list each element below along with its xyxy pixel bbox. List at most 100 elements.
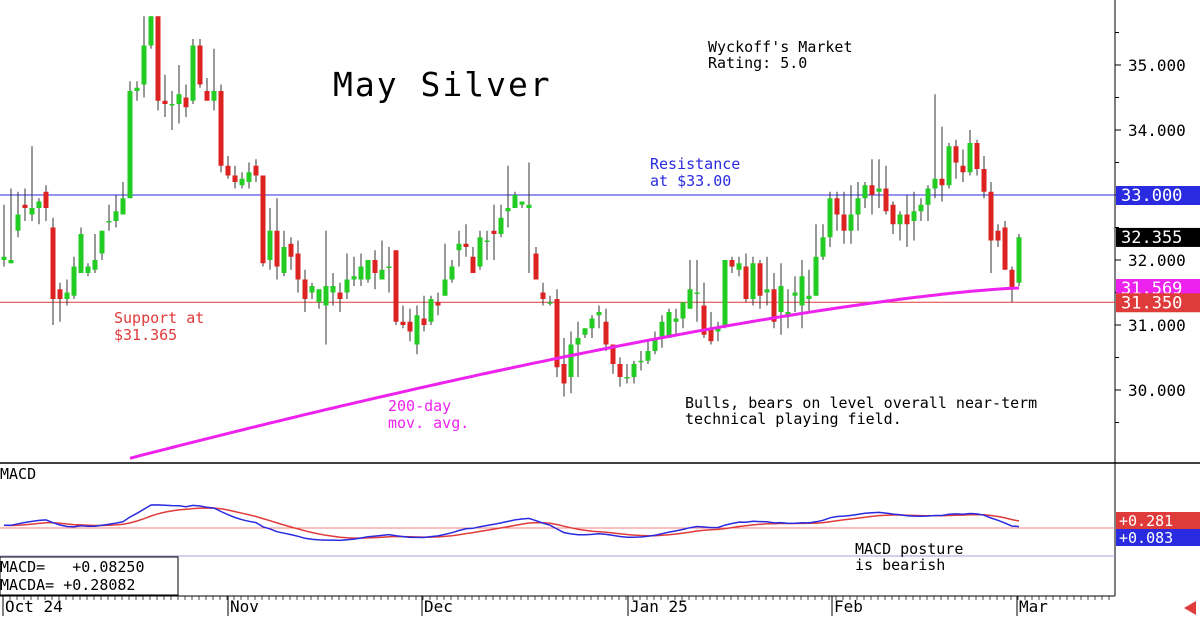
scroll-left-arrow-icon[interactable] [1184,601,1196,615]
chart-title: May Silver [333,65,552,104]
candle-body [372,260,378,273]
candle-body [687,289,693,309]
price-tag-label: 32.355 [1121,228,1182,248]
candle-body [918,204,924,212]
candle-body [407,321,413,332]
price-tag [1116,227,1200,247]
candle-body [603,321,609,345]
candle-body [71,266,77,296]
candle-body [505,208,511,212]
candle-body [36,201,42,208]
candle-body [267,230,273,260]
candle-body [232,175,238,182]
candle-body [967,143,973,173]
y-tick-label: 34.000 [1128,121,1186,140]
x-tick-label: Mar [1019,597,1048,616]
candle-body [421,318,427,325]
moving-average-line [129,286,1020,460]
candle-body [246,172,252,182]
rating-line-2: Rating: 5.0 [708,54,807,72]
candle-body [526,204,532,208]
y-tick-label: 31.000 [1128,316,1186,335]
candle-body [946,146,952,186]
candle-body [288,243,294,257]
candle-body [631,364,637,377]
candle-body [701,305,707,335]
candle-body [85,266,91,273]
candle-body [1002,227,1008,270]
candle-body [176,94,182,104]
candle-body [148,16,154,46]
candle-body [1,256,7,260]
candle-body [169,104,175,106]
candle-body [834,198,840,215]
y-tick-label: 35.000 [1128,56,1186,75]
candle-body [561,364,567,384]
support-label-1: Support at [114,309,204,327]
candle-body [99,230,105,254]
candle-body [652,338,658,351]
ma-label-2: mov. avg. [388,414,469,432]
candle-body [211,91,217,101]
candle-body [995,230,1001,241]
x-tick-label: Feb [834,597,863,616]
candle-body [820,237,826,257]
candle-body [225,165,231,176]
candle-body [337,292,343,299]
candle-body [925,188,931,205]
candle-body [876,188,882,192]
candle-body [43,191,49,208]
candle-body [750,263,756,299]
candle-body [456,243,462,251]
candle-body [617,364,623,377]
candle-body [932,178,938,189]
candle-body [743,266,749,299]
candle-body [316,289,322,303]
candle-body [540,292,546,299]
candle-body [15,214,21,231]
candle-body [785,312,791,316]
candle-body [428,299,434,322]
candle-body [491,230,497,234]
candle-body [848,214,854,231]
candle-body [414,315,420,345]
candle-body [988,191,994,241]
candle-body [589,318,595,329]
x-axis: Oct 24 Nov Dec Jan 25 Feb Mar [2,596,1110,616]
candle-body [260,175,266,264]
svg-text:+0.281: +0.281 [1119,512,1173,530]
candle-body [204,91,210,101]
candle-body [862,185,868,199]
x-tick-label: Jan 25 [630,597,688,616]
candle-body [365,260,371,280]
candle-body [127,91,133,199]
y-axis: 30.000 31.000 32.000 33.000 34.000 35.000 [1115,32,1186,423]
candle-body [806,295,812,299]
candle-body [183,97,189,108]
candle-body [568,344,574,377]
candle-body [610,344,616,364]
candle-body [239,178,245,186]
annotation-line-2: technical playing field. [685,410,902,428]
macd-line [3,504,1020,542]
candle-body [659,321,665,338]
macd-annotation-1: MACD posture [855,540,963,558]
candle-body [869,185,875,195]
candle-body [666,312,672,338]
candle-body [771,289,777,322]
macda-line [3,507,1020,539]
candle-body [736,263,742,270]
candle-body [680,302,686,319]
macda-tag: +0.281 [1116,512,1200,530]
candle-body [582,328,588,335]
candle-body [498,217,504,234]
candle-body [477,237,483,267]
candle-body [897,214,903,225]
candle-body [309,286,315,293]
candle-body [764,289,770,293]
candle-body [729,260,735,267]
y-tick-label: 32.000 [1128,251,1186,270]
candle-body [281,247,287,273]
